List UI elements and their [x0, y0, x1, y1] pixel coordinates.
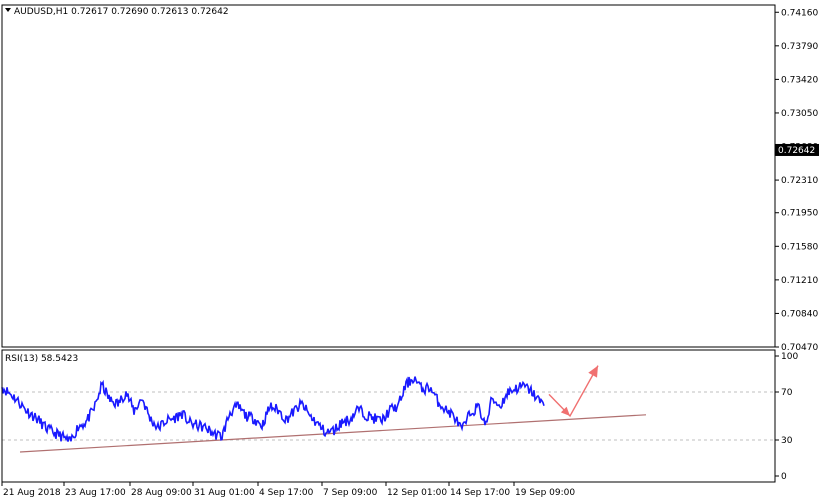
rsi-label: RSI(13) 58.5423 — [5, 354, 78, 364]
rsi-tick-label: 0 — [781, 472, 787, 482]
rsi-tick-label: 30 — [781, 436, 793, 446]
price-frame — [1, 4, 776, 348]
axes: AUDUSD,H1 0.72617 0.72690 0.72613 0.7264… — [1, 4, 819, 498]
time-tick-label: 19 Sep 09:00 — [515, 488, 575, 498]
price-tick-label: 0.72310 — [781, 176, 818, 186]
price-tick-label: 0.73420 — [781, 75, 818, 85]
time-tick-label: 21 Aug 2018 — [3, 488, 61, 498]
price-tick-label: 0.73050 — [781, 109, 818, 119]
chart-symbol-label: AUDUSD,H1 0.72617 0.72690 0.72613 0.7264… — [14, 7, 229, 17]
price-tick-label: 0.74160 — [781, 8, 818, 18]
rsi-forecast-arrow-midhead — [560, 406, 570, 416]
rsi-tick-label: 70 — [781, 388, 793, 398]
rsi-line — [1, 376, 545, 442]
price-tick-label: 0.70470 — [781, 343, 818, 353]
price-tick-label: 0.70840 — [781, 309, 818, 319]
time-tick-label: 31 Aug 01:00 — [194, 488, 255, 498]
rsi-forecast-arrow-head — [588, 365, 598, 378]
price-tick-label: 0.73790 — [781, 42, 818, 52]
time-tick-label: 12 Sep 01:00 — [387, 488, 447, 498]
time-tick-label: 4 Sep 17:00 — [259, 488, 314, 498]
current-price-label: 0.72642 — [778, 146, 815, 156]
price-tick-label: 0.71210 — [781, 276, 818, 286]
time-tick-label: 7 Sep 09:00 — [323, 488, 378, 498]
rsi-pane — [1, 365, 775, 453]
time-tick-label: 28 Aug 09:00 — [131, 488, 192, 498]
time-tick-label: 23 Aug 17:00 — [65, 488, 126, 498]
time-tick-label: 14 Sep 17:00 — [450, 488, 510, 498]
current-price-box — [775, 143, 819, 156]
rsi-tick-label: 100 — [781, 352, 798, 362]
price-tick-label: 0.71580 — [781, 242, 818, 252]
dropdown-icon — [5, 8, 11, 12]
price-tick-label: 0.71950 — [781, 209, 818, 219]
rsi-frame — [1, 349, 776, 483]
